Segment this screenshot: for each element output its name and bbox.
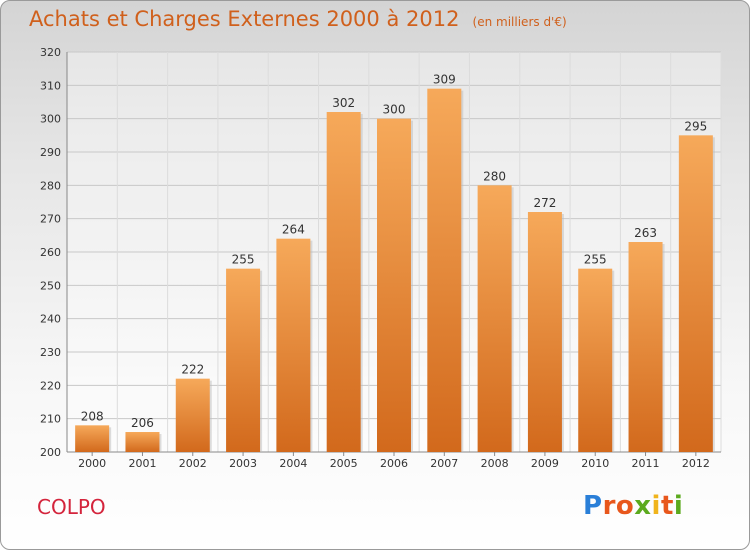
proxiti-logo[interactable]: Proxiti	[583, 491, 683, 521]
logo-letter: x	[634, 491, 652, 521]
x-tick-label: 2007	[430, 457, 458, 470]
y-tick-label: 300	[40, 113, 61, 126]
bar	[427, 88, 462, 453]
x-tick-label: 2002	[179, 457, 207, 470]
x-tick-label: 2009	[531, 457, 559, 470]
y-tick-label: 280	[40, 179, 61, 192]
logo-letter: i	[673, 491, 684, 521]
x-tick-label: 2005	[330, 457, 358, 470]
x-tick-label: 2000	[78, 457, 106, 470]
x-tick-label: 2006	[380, 457, 408, 470]
data-label: 280	[483, 169, 506, 183]
logo-letter: o	[615, 491, 635, 521]
bar	[175, 378, 210, 452]
bar	[377, 118, 411, 453]
title-row: Achats et Charges Externes 2000 à 2012 (…	[29, 7, 567, 31]
logo-letter: i	[651, 491, 661, 521]
data-label: 309	[433, 73, 456, 87]
y-tick-label: 220	[40, 379, 61, 392]
x-tick-label: 2004	[279, 457, 307, 470]
y-tick-label: 250	[40, 279, 61, 292]
x-tick-label: 2010	[581, 457, 609, 470]
data-label: 263	[634, 226, 657, 240]
x-tick-label: 2003	[229, 457, 257, 470]
y-tick-label: 230	[40, 346, 61, 359]
data-label: 206	[131, 416, 154, 430]
bar	[276, 238, 311, 452]
data-label: 255	[584, 253, 607, 267]
logo-letter: P	[583, 491, 603, 521]
chart-title: Achats et Charges Externes 2000 à 2012	[29, 7, 460, 31]
bar	[578, 268, 613, 452]
bar	[477, 185, 512, 453]
bar	[326, 112, 361, 452]
logo-letter: t	[660, 491, 674, 521]
y-tick-label: 320	[40, 46, 61, 59]
y-tick-label: 270	[40, 213, 61, 226]
bar	[628, 242, 663, 452]
commune-name: COLPO	[37, 495, 106, 519]
bar	[75, 425, 110, 452]
x-tick-label: 2001	[128, 457, 156, 470]
x-tick-label: 2008	[481, 457, 509, 470]
data-label: 222	[181, 363, 204, 377]
y-tick-label: 200	[40, 446, 61, 459]
data-label: 255	[232, 253, 255, 267]
data-label: 302	[332, 96, 355, 110]
data-label: 272	[533, 196, 556, 210]
y-tick-label: 310	[40, 79, 61, 92]
bar	[527, 212, 562, 452]
data-label: 295	[684, 119, 707, 133]
y-tick-label: 260	[40, 246, 61, 259]
y-tick-label: 210	[40, 413, 61, 426]
logo-letter: r	[602, 491, 616, 521]
x-tick-label: 2012	[682, 457, 710, 470]
y-tick-label: 240	[40, 313, 61, 326]
data-label: 300	[383, 103, 406, 117]
data-label: 208	[81, 409, 104, 423]
x-tick-label: 2011	[632, 457, 660, 470]
bar	[226, 268, 261, 452]
bar	[678, 135, 713, 453]
data-label: 264	[282, 223, 305, 237]
y-tick-label: 290	[40, 146, 61, 159]
bar	[125, 432, 160, 452]
chart-subtitle: (en milliers d'€)	[472, 15, 567, 29]
